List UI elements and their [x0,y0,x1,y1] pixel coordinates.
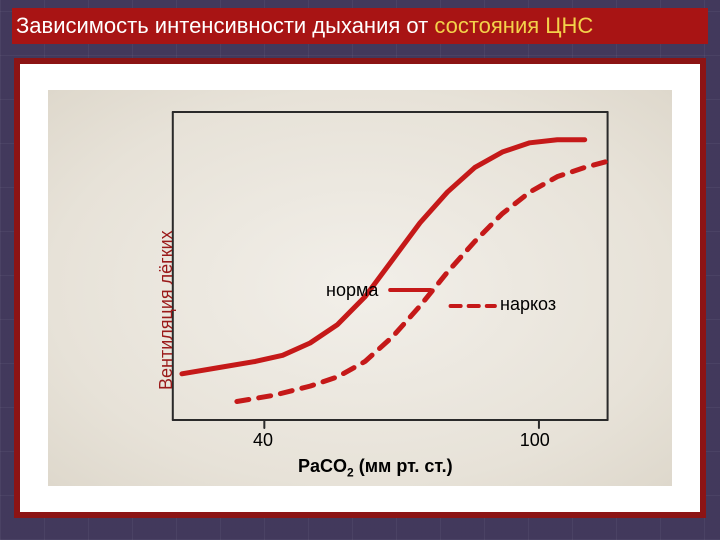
x-tick-100: 100 [520,430,550,451]
x-tick-40: 40 [253,430,273,451]
chart-paper: Вентиляция лёгких 40 100 PaCO2 (мм рт. с… [48,90,672,486]
chart-panel: Вентиляция лёгких 40 100 PaCO2 (мм рт. с… [14,58,706,518]
legend-norma: норма [326,280,378,301]
slide-title: Зависимость интенсивности дыхания от сос… [12,8,708,44]
slide-root: Зависимость интенсивности дыхания от сос… [0,0,720,540]
x-axis-label-text: PaCO2 (мм рт. ст.) [298,456,453,476]
y-axis-label: Вентиляция лёгких [156,230,177,390]
legend-narkoz: наркоз [500,294,556,315]
title-part-2: состояния ЦНС [434,13,593,38]
x-axis-label: PaCO2 (мм рт. ст.) [298,456,453,480]
title-part-1: Зависимость интенсивности дыхания от [16,13,434,38]
